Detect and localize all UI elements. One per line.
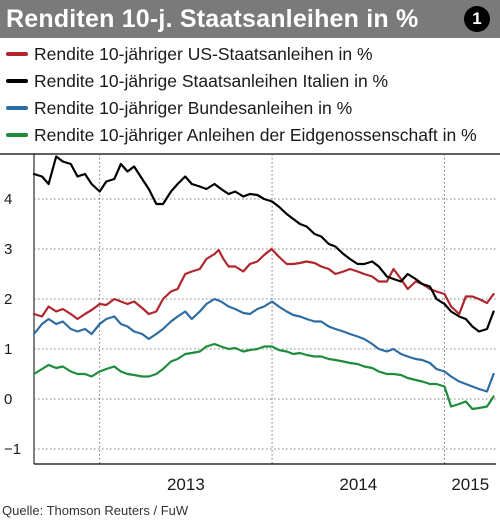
legend-item-us: Rendite 10-jähriger US-Staatsanleihen in…	[6, 42, 373, 66]
chart-title: Renditen 10-j. Staatsanleihen in %	[6, 5, 419, 33]
legend-label-us: Rendite 10-jähriger US-Staatsanleihen in…	[34, 43, 373, 64]
legend-item-switzerland: Rendite 10-jähriger Anleihen der Eidgeno…	[6, 123, 477, 147]
x-tick-label: 2014	[339, 475, 377, 494]
y-tick-label: 3	[4, 241, 12, 258]
legend-item-italy: Rendite 10-jährige Staatsanleihen Italie…	[6, 69, 388, 93]
legend-label-germany: Rendite 10-jähriger Bundesanleihen in %	[34, 97, 353, 118]
series-line-2	[32, 297, 495, 393]
legend-swatch-italy	[6, 79, 28, 83]
legend-label-switzerland: Rendite 10-jähriger Anleihen der Eidgeno…	[34, 124, 477, 145]
legend: Rendite 10-jähriger US-Staatsanleihen in…	[0, 40, 500, 152]
x-tick-label: 2013	[167, 475, 205, 494]
legend-swatch-switzerland	[6, 133, 28, 137]
y-tick-label: −1	[4, 441, 21, 458]
yield-line-chart: 4 3 2 1 0 −1 2013 2014 2015	[0, 153, 500, 494]
y-tick-label: 4	[4, 191, 12, 208]
series-line-1	[32, 155, 495, 333]
figure-number-badge: 1	[464, 6, 490, 32]
y-tick-label: 1	[4, 341, 12, 358]
source-note: Quelle: Thomson Reuters / FuW	[2, 503, 189, 518]
legend-label-italy: Rendite 10-jährige Staatsanleihen Italie…	[34, 70, 389, 91]
legend-item-germany: Rendite 10-jähriger Bundesanleihen in %	[6, 96, 352, 120]
x-tick-label: 2015	[451, 475, 489, 494]
legend-swatch-germany	[6, 106, 28, 110]
legend-swatch-us	[6, 52, 28, 56]
y-tick-label: 0	[4, 391, 12, 408]
y-tick-label: 2	[4, 291, 12, 308]
series-line-0	[32, 247, 495, 321]
series-line-3	[32, 342, 495, 411]
title-bar: Renditen 10-j. Staatsanleihen in % 1	[0, 0, 500, 38]
